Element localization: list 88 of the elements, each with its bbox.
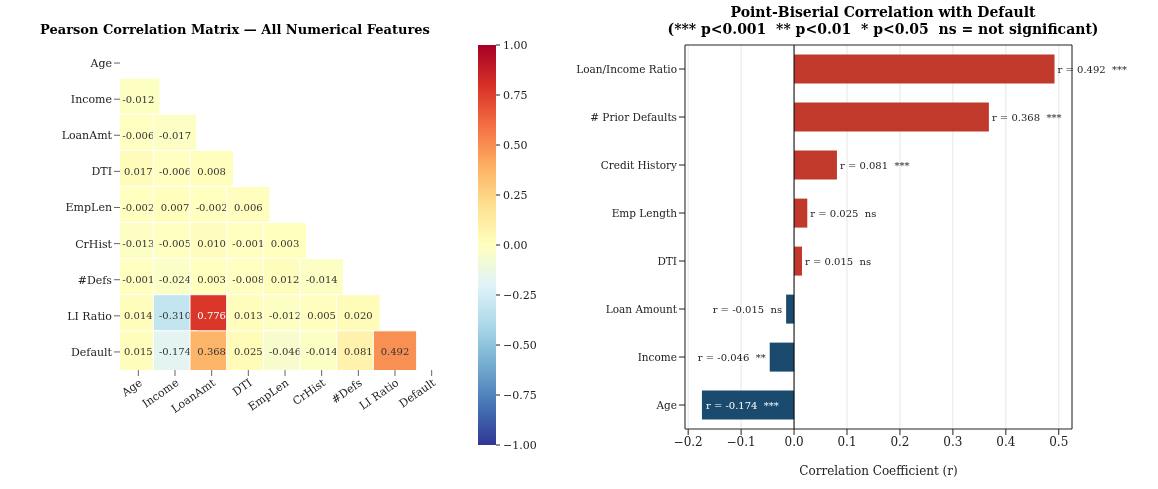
y-tick-label: DTI (657, 254, 677, 267)
data-label: 0.003 (270, 238, 300, 250)
color-bar-label: −0.25 (503, 288, 537, 302)
data-label: -0.001 (122, 274, 155, 286)
data-label: 0.015 (124, 346, 153, 358)
data-label: 0.003 (197, 274, 226, 286)
data-label: 0.020 (344, 310, 373, 322)
y-tick-label: LoanAmt (61, 129, 113, 143)
y-tick-label: Emp Length (611, 206, 678, 219)
data-label: -0.008 (232, 274, 265, 286)
bar (794, 150, 837, 180)
y-tick-label: DTI (91, 165, 112, 179)
y-tick-label: Default (71, 345, 113, 359)
data-label: 0.005 (307, 310, 336, 322)
data-label: r = 0.081 *** (839, 159, 910, 171)
data-label: r = 0.015 ns (805, 255, 872, 267)
data-label: -0.006 (122, 129, 155, 141)
data-label: -0.012 (268, 310, 302, 322)
y-tick-label: Credit History (600, 158, 678, 171)
data-label: 0.081 (344, 346, 373, 358)
data-label: 0.368 (197, 346, 226, 358)
y-tick-label: Loan Amount (605, 302, 678, 315)
data-label: 0.014 (124, 310, 153, 322)
y-tick-label: #Defs (77, 273, 113, 287)
y-tick-label: Age (89, 56, 112, 70)
data-label: 0.010 (197, 238, 226, 250)
x-tick-label: Age (118, 376, 145, 400)
y-tick-label: Loan/Income Ratio (576, 62, 677, 75)
x-tick-label: −0.2 (673, 434, 703, 449)
data-label: 0.025 (234, 346, 263, 358)
x-tick-label: 0.2 (890, 434, 910, 449)
data-label: -0.013 (122, 238, 155, 250)
bar (794, 198, 808, 228)
color-bar-label: −1.00 (503, 438, 537, 452)
data-label: -0.014 (305, 274, 338, 286)
data-label: -0.174 (158, 346, 192, 358)
x-tick-label: 0.0 (784, 434, 804, 449)
data-label: -0.005 (158, 238, 192, 250)
bar (794, 102, 989, 132)
data-label: r = 0.025 ns (810, 207, 877, 219)
data-label: r = -0.015 ns (712, 303, 783, 315)
color-bar-label: −0.75 (503, 388, 537, 402)
y-tick-label: LI Ratio (67, 309, 113, 323)
chart-title: Point-Biserial Correlation with Default (729, 4, 1037, 21)
chart-title: Pearson Correlation Matrix — All Numerical Features (39, 22, 431, 37)
bar (769, 342, 795, 372)
x-axis-title: Correlation Coefficient (r) (799, 464, 958, 478)
y-tick-label: EmpLen (65, 201, 112, 215)
data-label: -0.001 (232, 238, 265, 250)
color-bar-label: 0.25 (503, 188, 528, 202)
data-label: r = -0.046 ** (697, 351, 766, 363)
color-bar-label: 0.75 (503, 88, 528, 102)
color-bar-label: 0.00 (503, 238, 528, 252)
bar (794, 54, 1055, 84)
data-label: -0.024 (158, 274, 192, 286)
data-label: -0.002 (195, 202, 228, 213)
y-tick-label: # Prior Defaults (590, 110, 677, 123)
color-bar-label: 1.00 (503, 38, 528, 52)
data-label: 0.017 (124, 165, 153, 177)
y-tick-label: Income (70, 93, 112, 107)
data-label: r = 0.368 *** (991, 111, 1062, 123)
data-label: 0.013 (234, 310, 263, 322)
data-label: 0.007 (160, 202, 190, 213)
data-label: 0.012 (270, 274, 300, 286)
x-tick-label: −0.1 (726, 434, 756, 449)
data-label: -0.046 (268, 346, 302, 358)
data-label: -0.014 (305, 346, 338, 358)
data-label: -0.012 (122, 93, 155, 105)
data-label: -0.006 (158, 165, 192, 177)
x-tick-label: 0.5 (1049, 434, 1069, 449)
y-tick-label: CrHist (75, 237, 113, 251)
data-label: -0.310 (158, 310, 192, 322)
y-tick-label: Income (637, 350, 677, 363)
data-label: 0.776 (197, 310, 226, 322)
data-label: -0.002 (122, 202, 155, 213)
chart-subtitle: (*** p<0.001 ** p<0.01 * p<0.05 ns = not significant) (666, 21, 1100, 38)
data-label: r = 0.492 *** (1057, 63, 1128, 75)
x-tick-label: 0.3 (943, 434, 963, 449)
x-tick-label: 0.1 (837, 434, 857, 449)
data-label: 0.492 (380, 346, 410, 358)
bar (701, 390, 795, 420)
data-label: 0.006 (234, 202, 263, 213)
data-label: -0.017 (158, 129, 192, 141)
color-bar-label: −0.50 (503, 338, 537, 352)
data-label: r = -0.174 *** (705, 399, 779, 411)
data-label: 0.008 (197, 165, 226, 177)
color-bar-label: 0.50 (503, 138, 528, 152)
x-tick-label: 0.4 (996, 434, 1016, 449)
